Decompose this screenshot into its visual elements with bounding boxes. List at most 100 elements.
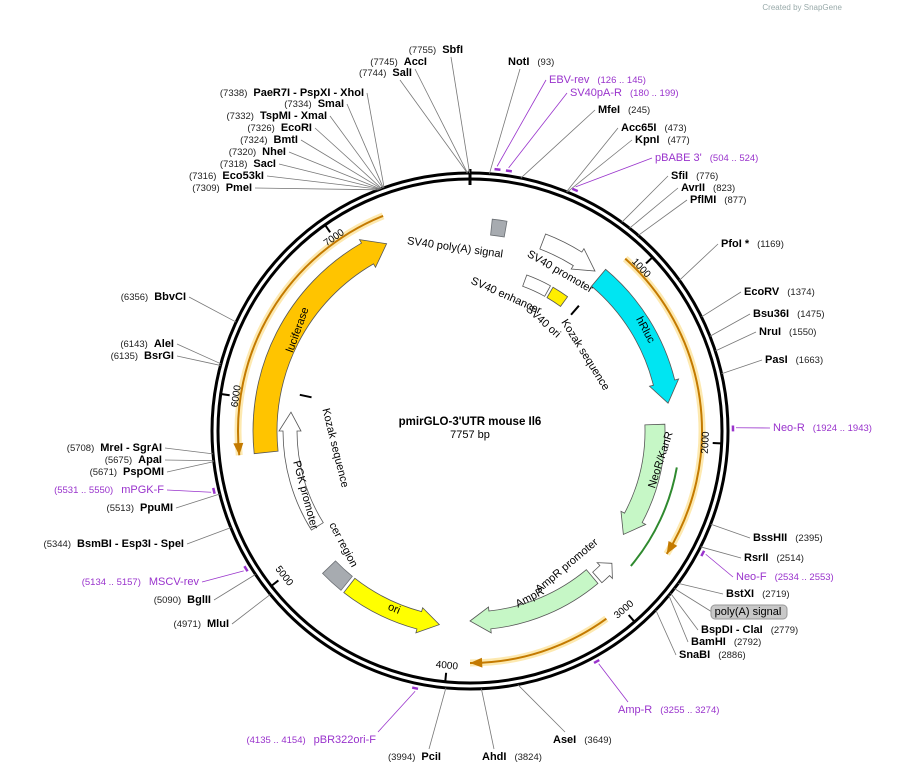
site-leader <box>481 689 494 749</box>
site-position: (7324) <box>240 135 267 146</box>
site-leader <box>289 152 381 189</box>
site-name: KpnI <box>635 134 659 146</box>
site-label: SfiI(776) <box>671 170 718 182</box>
primer-range: (2534 .. 2553) <box>775 572 834 583</box>
primer-mark <box>213 488 214 494</box>
site-label: Bsu36I(1475) <box>753 308 825 320</box>
site-label: (7324) BmtI <box>240 134 298 146</box>
feature-shape <box>523 275 551 296</box>
feature-label: Kozak sequence <box>558 317 611 392</box>
site-position: (7338) <box>220 88 247 99</box>
site-position: (7755) <box>409 45 436 56</box>
primer-leader <box>706 554 733 577</box>
primer-range: (504 .. 524) <box>710 153 759 164</box>
site-name: SbfI <box>442 44 463 56</box>
site-position: (1169) <box>757 239 784 250</box>
site-leader <box>678 583 723 594</box>
site-name: PasI <box>765 354 788 366</box>
site-position: (7320) <box>229 147 256 158</box>
site-label: (5513)PpuMI <box>107 502 173 514</box>
site-name: MreI - SgrAI <box>100 442 162 454</box>
site-name: MfeI <box>598 104 620 116</box>
site-label: AhdI(3824) <box>482 751 542 763</box>
credit: Created by SnapGene <box>762 3 842 12</box>
site-name: SacI <box>253 158 276 170</box>
site-position: (1663) <box>796 355 823 366</box>
tick-label: 2000 <box>700 431 712 454</box>
site-leader <box>187 528 231 544</box>
site-label: EcoRV(1374) <box>744 286 815 298</box>
primer-range: (5531 .. 5550) <box>54 485 113 496</box>
primer-range: (4135 .. 4154) <box>246 735 305 746</box>
site-leader <box>189 297 236 322</box>
site-leader <box>489 69 520 174</box>
site-name: NruI <box>759 326 781 338</box>
site-name: Acc65I <box>621 122 656 134</box>
site-name: PpuMI <box>140 502 173 514</box>
site-name: ApaI <box>138 454 162 466</box>
feature-shape <box>593 563 613 583</box>
site-label: (5090)BglII <box>154 594 211 606</box>
primer-range: (5134 .. 5157) <box>82 577 141 588</box>
site-position: (93) <box>537 57 554 68</box>
site-name: BstXI <box>726 588 754 600</box>
tick-mark <box>272 580 278 585</box>
site-leader <box>669 595 688 642</box>
site-position: (7316) <box>189 171 216 182</box>
site-label: (7320)NheI <box>229 146 286 158</box>
site-name: BmtI <box>274 134 298 146</box>
site-leader <box>367 93 384 188</box>
primer-label: (5134 .. 5157)MSCV-rev <box>82 576 200 588</box>
primer-name: Amp-R <box>618 704 652 716</box>
primer-label: Neo-F (2534 .. 2553) <box>736 571 834 583</box>
site-leader <box>679 244 718 280</box>
site-name: Bsu36I <box>753 308 789 320</box>
site-leader <box>566 128 618 192</box>
primer-name: Neo-F <box>736 571 767 583</box>
primer-label: (4135 .. 4154)pBR322ori-F <box>246 734 376 746</box>
feature-label: SV40 ori <box>523 303 562 340</box>
site-position: (2792) <box>734 637 761 648</box>
tick-mark <box>646 258 652 264</box>
tick-label: 3000 <box>612 598 636 621</box>
site-name: PmeI <box>226 182 252 194</box>
site-name: BamHI <box>691 636 726 648</box>
primer-mark <box>495 169 501 170</box>
site-position: (2886) <box>718 650 745 661</box>
primer-mark <box>594 660 599 663</box>
primer-range: (180 .. 199) <box>630 88 679 99</box>
site-name: AleI <box>154 338 174 350</box>
map-length: 7757 bp <box>450 429 490 441</box>
primer-leader <box>202 571 244 582</box>
site-name: AhdI <box>482 751 506 763</box>
site-leader <box>567 140 632 192</box>
site-leader <box>429 688 446 749</box>
site-label: RsrII(2514) <box>744 552 804 564</box>
site-label: (7744)SalI <box>359 67 412 79</box>
site-position: (7326) <box>247 123 274 134</box>
tag-leader <box>674 589 712 612</box>
labels: 1000200030004000500060007000(7755)SbfI(7… <box>44 44 872 763</box>
site-name: SnaBI <box>679 649 710 661</box>
primer-label: pBABE 3'(504 .. 524) <box>655 152 758 164</box>
site-position: (7334) <box>284 99 311 110</box>
site-label: (5671)PspOMI <box>90 466 164 478</box>
site-leader <box>315 128 382 189</box>
primer-name: Neo-R <box>773 422 805 434</box>
site-position: (7332) <box>227 111 254 122</box>
site-position: (2514) <box>776 553 803 564</box>
site-leader <box>518 685 565 732</box>
site-label: Acc65I(473) <box>621 122 687 134</box>
site-label: BstXI(2719) <box>726 588 790 600</box>
site-position: (1550) <box>789 327 816 338</box>
site-label: (4971)MluI <box>174 618 229 630</box>
primer-leader <box>378 691 415 732</box>
site-name: AseI <box>553 734 576 746</box>
site-position: (477) <box>667 135 689 146</box>
site-leader <box>711 524 750 538</box>
site-position: (7744) <box>359 68 386 79</box>
site-leader <box>715 332 756 351</box>
map-name: pmirGLO-3'UTR mouse Il6 <box>399 416 542 428</box>
site-leader <box>267 176 380 189</box>
